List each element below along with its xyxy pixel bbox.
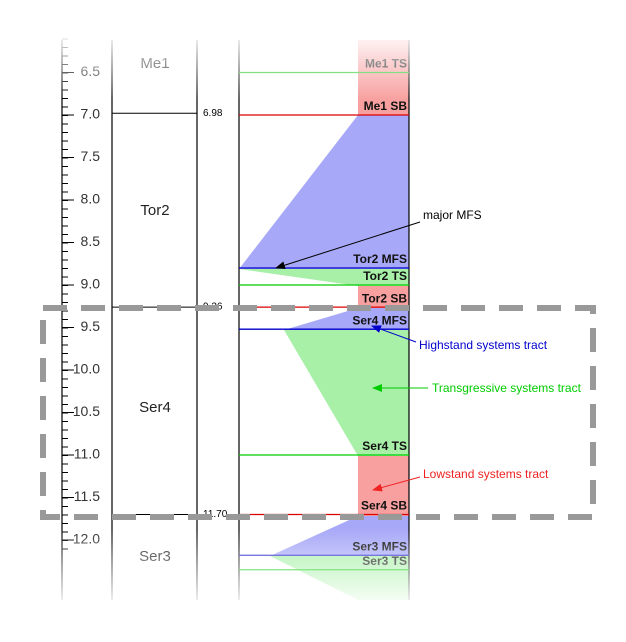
annotation: Lowstand systems tract bbox=[423, 467, 549, 481]
annotation: major MFS bbox=[423, 208, 482, 222]
annotation: Transgressive systems tract bbox=[432, 381, 582, 395]
highlight-box bbox=[40, 305, 596, 520]
arrow bbox=[371, 325, 417, 343]
annotations: major MFS Highstand systems tract Transg… bbox=[275, 208, 582, 492]
arrow bbox=[372, 476, 421, 492]
annotation: Highstand systems tract bbox=[419, 338, 548, 352]
fade-overlay bbox=[40, 30, 420, 610]
arrow bbox=[275, 221, 421, 270]
